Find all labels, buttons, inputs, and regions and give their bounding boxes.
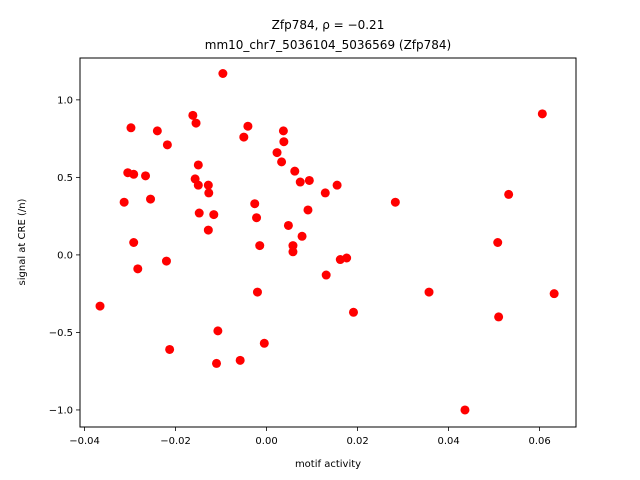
y-tick-label: 0.0: [57, 250, 73, 261]
data-point: [549, 289, 559, 299]
data-point: [243, 121, 253, 131]
data-point: [146, 194, 156, 204]
data-point: [320, 188, 330, 198]
data-point: [537, 109, 547, 119]
data-point: [252, 287, 262, 297]
y-tick-label: −0.5: [49, 328, 73, 339]
y-tick-label: 1.0: [57, 95, 73, 106]
data-point: [250, 199, 260, 209]
data-point: [272, 148, 282, 158]
y-tick-label: 0.5: [57, 173, 73, 184]
x-axis-ticks: −0.04 −0.02 0.00 0.02 0.04 0.06: [69, 427, 551, 447]
data-point: [288, 247, 298, 257]
data-point: [277, 157, 287, 167]
y-tick-label: −1.0: [49, 405, 73, 416]
data-point: [295, 177, 305, 187]
data-point: [141, 171, 151, 181]
data-point: [259, 338, 269, 348]
data-point: [279, 137, 289, 147]
y-axis-ticks: −1.0 −0.5 0.0 0.5 1.0: [49, 95, 80, 416]
data-point: [126, 123, 136, 133]
x-tick-label: 0.02: [346, 436, 368, 447]
data-point: [213, 326, 223, 336]
data-point: [255, 241, 265, 251]
chart-title-line1: Zfp784, ρ = −0.21: [272, 18, 385, 32]
data-point: [193, 160, 203, 170]
data-point: [290, 166, 300, 176]
data-point: [119, 197, 129, 207]
data-point: [504, 189, 514, 199]
data-point: [165, 344, 175, 354]
data-point: [161, 256, 171, 266]
data-point: [303, 205, 313, 215]
data-point: [193, 180, 203, 190]
data-point: [203, 225, 213, 235]
data-point: [390, 197, 400, 207]
data-point: [288, 241, 298, 251]
data-point: [493, 238, 503, 247]
data-point: [188, 110, 198, 120]
data-point: [129, 238, 139, 247]
chart-title-line2: mm10_chr7_5036104_5036569 (Zfp784): [205, 38, 451, 52]
x-axis-label: motif activity: [295, 459, 361, 470]
data-point: [239, 132, 249, 142]
data-point: [129, 169, 139, 179]
data-point: [304, 175, 314, 185]
data-point: [283, 220, 293, 230]
data-point: [297, 231, 307, 241]
data-point: [332, 180, 342, 190]
x-tick-label: −0.04: [69, 436, 100, 447]
data-point: [321, 270, 331, 280]
y-axis-label: signal at CRE (/n): [17, 198, 28, 285]
data-points: [95, 69, 559, 415]
data-point: [252, 213, 262, 223]
data-point: [342, 253, 352, 263]
data-point: [133, 264, 143, 274]
data-point: [204, 188, 214, 198]
data-point: [212, 358, 222, 368]
data-point: [460, 405, 470, 415]
plot-frame: [79, 57, 577, 428]
data-point: [152, 126, 162, 136]
data-point: [348, 307, 358, 317]
data-point: [162, 140, 172, 150]
data-point: [191, 118, 201, 128]
x-tick-label: −0.02: [160, 436, 191, 447]
data-point: [218, 69, 228, 79]
x-tick-label: 0.04: [437, 436, 459, 447]
data-point: [95, 301, 105, 311]
data-point: [203, 180, 213, 190]
data-point: [494, 312, 504, 322]
data-point: [209, 210, 219, 220]
x-tick-label: 0.00: [255, 436, 277, 447]
data-point: [278, 126, 288, 136]
data-point: [235, 355, 245, 365]
x-tick-label: 0.06: [528, 436, 550, 447]
data-point: [194, 208, 204, 218]
data-point: [424, 287, 434, 297]
